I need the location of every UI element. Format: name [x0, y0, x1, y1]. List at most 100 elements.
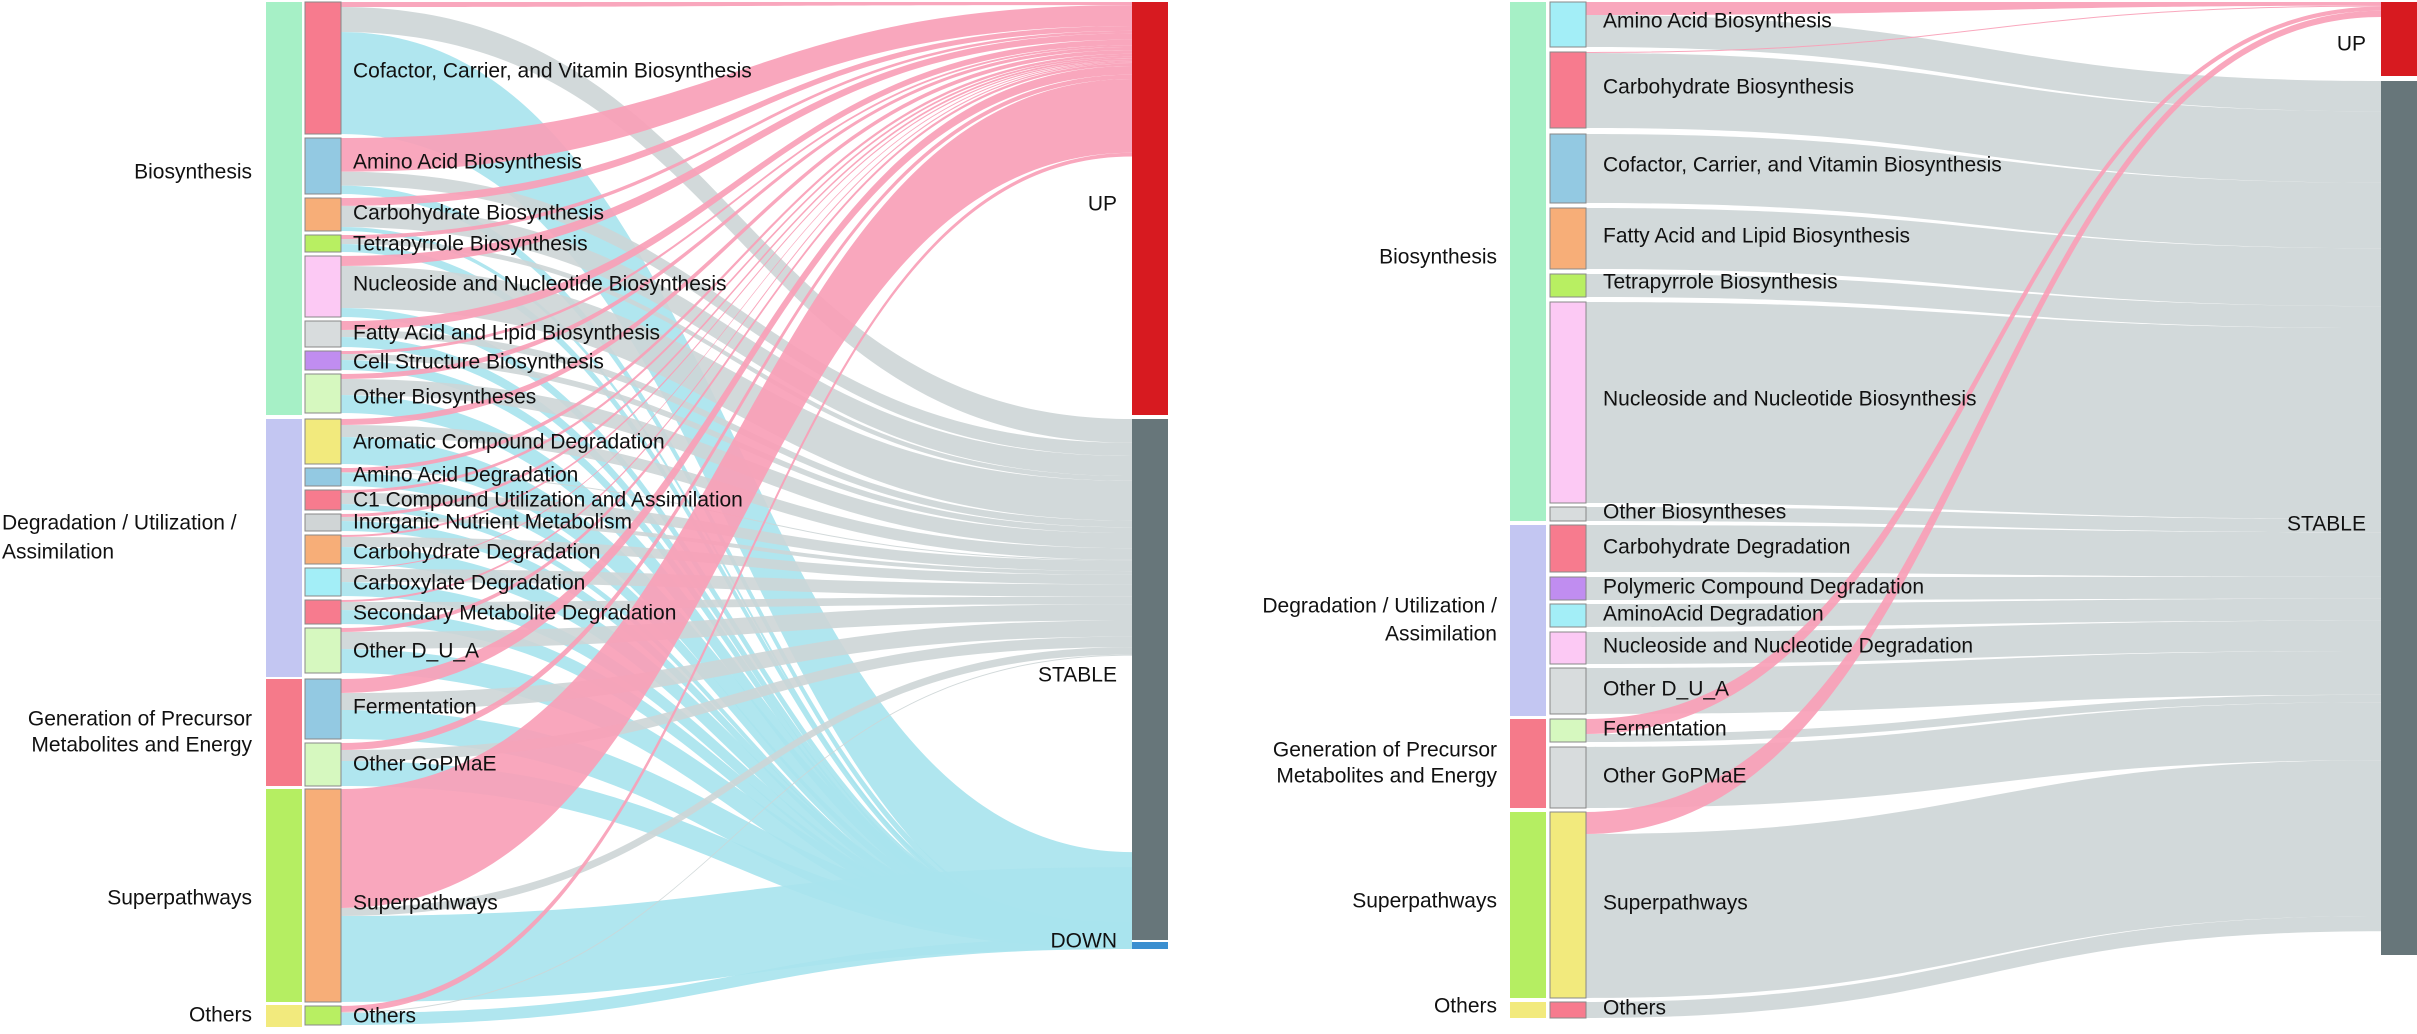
flow-other-gopmae-to-down	[341, 761, 1132, 949]
subcategory-label: Amino Acid Biosynthesis	[353, 151, 582, 174]
flow-fatty-acid-and-lipid-biosynthesis-to-up	[341, 39, 1132, 330]
flow-others-to-stable	[1586, 916, 2381, 1018]
subcategory-label: Carbohydrate Biosynthesis	[1603, 76, 1854, 99]
flow-c1-compound-utilization-and-assimilation-to-stable	[341, 493, 1132, 572]
flow-amino-acid-degradation-to-down	[341, 473, 1132, 949]
flow-polymeric-compound-degradation-to-stable	[1586, 576, 2381, 600]
flow-others-to-stable	[341, 654, 1132, 1013]
subcategory-node-carbohydrate-degradation	[1549, 524, 1587, 573]
category-node-generation-of-precursor-metabolites-and-energy	[266, 679, 302, 786]
flow-inorganic-nutrient-metabolism-to-down	[341, 521, 1132, 949]
subcategory-node-amino-acid-degradation	[304, 467, 342, 487]
subcategory-node-other-biosyntheses	[1549, 506, 1587, 522]
subcategory-label: Cofactor, Carrier, and Vitamin Biosynthe…	[1603, 154, 2002, 177]
category-label: Generation of Precursor	[28, 708, 252, 731]
category-node-others	[266, 1005, 302, 1027]
flow-inorganic-nutrient-metabolism-to-stable	[341, 517, 1132, 575]
subcategory-label: Carbohydrate Degradation	[1603, 536, 1851, 559]
subcategory-label: Fermentation	[1603, 718, 1727, 741]
flow-aminoacid-degradation-to-stable	[1586, 598, 2381, 627]
flow-amino-acid-biosynthesis-to-down	[341, 185, 1132, 949]
subcategory-node-cofactor-carrier-and-vitamin-biosynthesis	[1549, 133, 1587, 204]
subcategory-node-amino-acid-biosynthesis	[304, 137, 342, 195]
flow-aromatic-compound-degradation-to-up	[341, 50, 1132, 425]
flow-superpathways-to-stable	[1586, 760, 2381, 998]
flow-carbohydrate-biosynthesis-to-stable	[1586, 53, 2381, 183]
flow-secondary-metabolite-degradation-to-stable	[341, 596, 1132, 610]
flow-carbohydrate-degradation-to-stable	[341, 537, 1132, 585]
subcategory-node-tetrapyrrole-biosynthesis	[304, 234, 342, 253]
flow-nucleoside-and-nucleotide-biosynthesis-to-stable	[1586, 302, 2381, 519]
category-label: Degradation / Utilization /	[1262, 595, 1497, 618]
category-label: Superpathways	[107, 887, 252, 910]
subcategory-label: Fatty Acid and Lipid Biosynthesis	[353, 322, 660, 345]
subcategory-label: Fatty Acid and Lipid Biosynthesis	[1603, 225, 1910, 248]
flow-superpathways-to-down	[341, 867, 1132, 1002]
flow-cofactor-carrier-and-vitamin-biosynthesis-to-stable	[1586, 134, 2381, 249]
subcategory-node-carbohydrate-biosynthesis	[304, 197, 342, 232]
flow-other-d-u-a-to-up	[341, 63, 1132, 633]
subcategory-node-polymeric-compound-degradation	[1549, 576, 1587, 601]
flow-other-biosyntheses-to-up	[341, 47, 1132, 379]
outcome-node-down	[1132, 942, 1168, 949]
subcategory-label: Superpathways	[1603, 892, 1748, 915]
subcategory-label: Amino Acid Biosynthesis	[1603, 10, 1832, 33]
subcategory-node-superpathways	[304, 788, 342, 1003]
subcategory-label: AminoAcid Degradation	[1603, 603, 1824, 626]
outcome-node-stable	[2381, 81, 2417, 955]
outcome-node-stable	[1132, 419, 1168, 940]
flow-cell-structure-biosynthesis-to-up	[341, 45, 1132, 355]
flow-tetrapyrrole-biosynthesis-to-stable	[1586, 274, 2381, 328]
subcategory-node-carbohydrate-biosynthesis	[1549, 51, 1587, 129]
flow-tetrapyrrole-biosynthesis-to-stable	[341, 239, 1132, 481]
subcategory-node-carbohydrate-degradation	[304, 534, 342, 565]
flow-carbohydrate-biosynthesis-to-up	[341, 25, 1132, 206]
subcategory-label: Tetrapyrrole Biosynthesis	[1603, 271, 1838, 294]
outcome-node-up	[1132, 2, 1168, 415]
flow-inorganic-nutrient-metabolism-to-up	[341, 58, 1132, 517]
subcategory-label: Tetrapyrrole Biosynthesis	[353, 233, 588, 256]
flow-carbohydrate-degradation-to-down	[341, 547, 1132, 949]
flow-nucleoside-and-nucleotide-biosynthesis-to-up	[341, 33, 1132, 267]
category-node-generation-of-precursor-metabolites-and-energy	[1510, 719, 1546, 808]
subcategory-node-other-gopmae	[304, 742, 342, 787]
flow-amino-acid-biosynthesis-to-up	[341, 5, 1132, 172]
flow-cofactor-carrier-and-vitamin-biosynthesis-to-up	[341, 2, 1132, 7]
left-flow-links	[341, 2, 1132, 1025]
subcategory-label: Others	[1603, 997, 1666, 1020]
category-node-others	[1510, 1002, 1546, 1018]
flow-aromatic-compound-degradation-to-down	[341, 437, 1132, 949]
flow-carboxylate-degradation-to-down	[341, 582, 1132, 949]
flow-fermentation-to-stable	[341, 620, 1132, 710]
flow-carbohydrate-biosynthesis-to-stable	[341, 205, 1132, 477]
flow-tetrapyrrole-biosynthesis-to-down	[341, 244, 1132, 949]
subcategory-label: Aromatic Compound Degradation	[353, 431, 665, 454]
subcategory-label: Carbohydrate Degradation	[353, 541, 601, 564]
flow-fermentation-to-up	[341, 65, 1132, 693]
flow-other-d-u-a-to-down	[341, 649, 1132, 949]
subcategory-node-others	[304, 1005, 342, 1026]
category-node-biosynthesis	[266, 2, 302, 415]
subcategory-node-aminoacid-degradation	[1549, 603, 1587, 628]
subcategory-label: Nucleoside and Nucleotide Degradation	[1603, 635, 1973, 658]
flow-others-to-down	[341, 937, 1132, 1025]
category-label: Metabolites and Energy	[31, 734, 252, 757]
subcategory-label: Secondary Metabolite Degradation	[353, 602, 676, 625]
left-nodes: Biosynthesis Degradation / Utilization / A…	[2, 1, 1168, 1028]
category-node-degradation-utilization-assimilation	[1510, 525, 1546, 716]
subcategory-label: Amino Acid Degradation	[353, 464, 578, 487]
subcategory-node-fatty-acid-and-lipid-biosynthesis	[1549, 207, 1587, 270]
flow-amino-acid-biosynthesis-to-stable	[341, 171, 1132, 456]
flow-others-to-up	[341, 152, 1132, 1012]
subcategory-node-fermentation	[304, 678, 342, 740]
subcategory-node-fatty-acid-and-lipid-biosynthesis	[304, 320, 342, 348]
flow-fermentation-to-up	[1586, 6, 2381, 734]
subcategory-node-others	[1549, 1001, 1587, 1019]
subcategory-label: Carboxylate Degradation	[353, 572, 585, 595]
subcategory-label: Other Biosyntheses	[353, 386, 536, 409]
category-label: Metabolites and Energy	[1276, 765, 1497, 788]
subcategory-label: Fermentation	[353, 696, 477, 719]
category-label: Others	[1434, 995, 1497, 1018]
outcome-label-stable: STABLE	[1038, 664, 1117, 687]
